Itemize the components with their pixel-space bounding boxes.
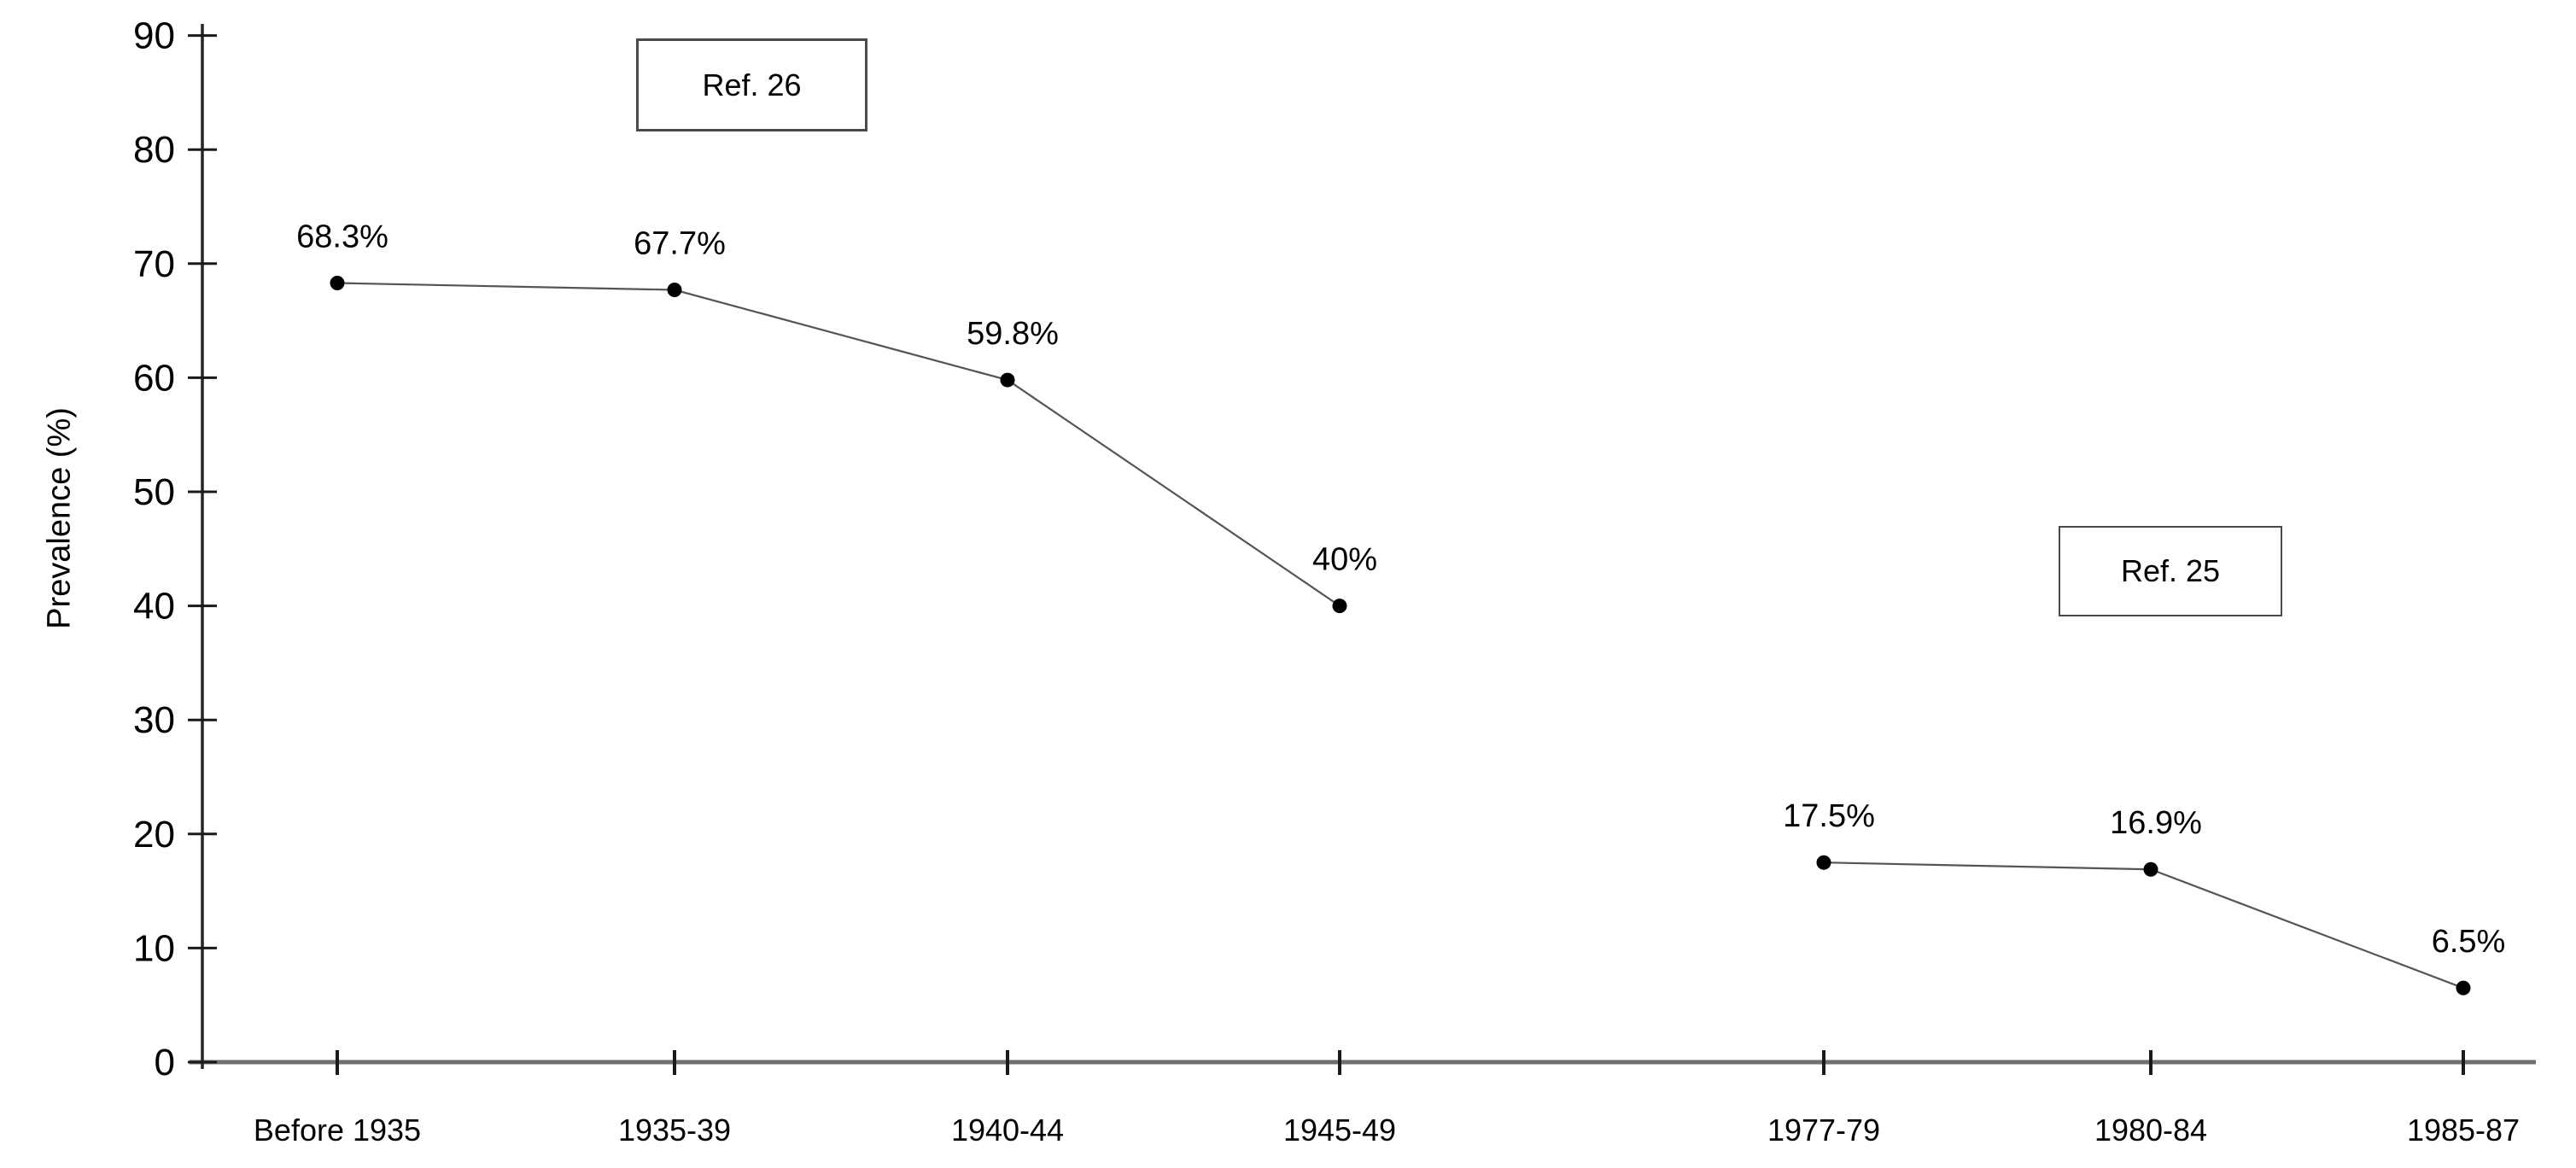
- data-point-label: 40%: [1312, 542, 1377, 578]
- x-tick-label: 1945-49: [1283, 1113, 1396, 1148]
- data-point-marker: [1816, 855, 1831, 870]
- y-tick-label: 60: [133, 357, 175, 399]
- series-line: [336, 282, 1341, 607]
- y-tick-label: 80: [133, 129, 175, 171]
- y-tick-label: 40: [133, 586, 175, 628]
- x-tick-label: 1980-84: [2094, 1113, 2207, 1148]
- y-tick-label: 20: [133, 814, 175, 856]
- x-tick-label: 1940-44: [951, 1113, 1064, 1148]
- ref-25-annotation-box: Ref. 25: [2059, 526, 2282, 616]
- x-tick-label: 1977-79: [1767, 1113, 1880, 1148]
- y-tick-label: 70: [133, 243, 175, 285]
- y-tick-label: 50: [133, 471, 175, 513]
- data-point-marker: [1000, 372, 1015, 388]
- data-point-label: 59.8%: [967, 316, 1059, 352]
- data-point-label: 16.9%: [2110, 805, 2202, 841]
- y-tick-label: 0: [155, 1042, 175, 1083]
- ref-26-annotation-box: Ref. 26: [636, 38, 867, 131]
- data-point-marker: [667, 283, 682, 298]
- data-point-marker: [2456, 980, 2471, 996]
- data-point-marker: [1332, 599, 1347, 614]
- y-tick-label: 10: [133, 927, 175, 969]
- y-tick-label: 30: [133, 699, 175, 741]
- ref-25-annotation-text: Ref. 25: [2120, 553, 2221, 588]
- y-axis-title: Prevalence (%): [41, 407, 78, 629]
- x-tick-label: 1935-39: [618, 1113, 731, 1148]
- x-tick-label: Before 1935: [254, 1113, 421, 1148]
- data-point-label: 67.7%: [634, 226, 726, 262]
- series-line: [1823, 861, 2464, 990]
- data-point-marker: [2143, 861, 2158, 877]
- data-point-label: 6.5%: [2432, 924, 2506, 960]
- data-point-label: 17.5%: [1783, 798, 1875, 834]
- data-point-label: 68.3%: [296, 219, 388, 255]
- x-tick-label: 1985-87: [2407, 1113, 2520, 1148]
- y-tick-label: 90: [133, 15, 175, 57]
- data-point-marker: [330, 276, 345, 291]
- ref-26-annotation-text: Ref. 26: [702, 67, 802, 102]
